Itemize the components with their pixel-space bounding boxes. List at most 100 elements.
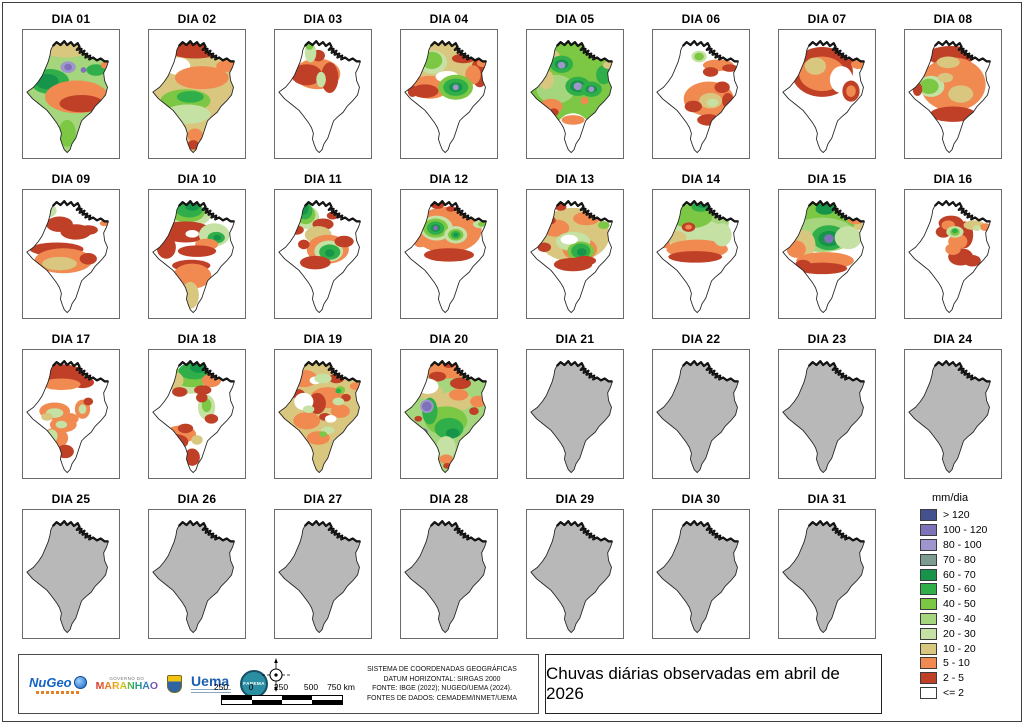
maranhao-map (404, 200, 487, 313)
uema-logo: Uema (191, 673, 232, 694)
maranhao-map (278, 520, 361, 633)
day-title: DIA 23 (807, 332, 847, 346)
day-cell: DIA 16 (890, 166, 1016, 326)
map-frame (904, 349, 1002, 479)
crs-line: FONTE: IBGE (2022); NUGEO/UEMA (2024). (372, 685, 512, 692)
legend-row: 10 - 20 (902, 641, 1014, 656)
day-cell: DIA 27 (260, 486, 386, 646)
map-frame (22, 29, 120, 159)
legend-row: <= 2 (902, 686, 1014, 701)
governo-label: GOVERNO DO (109, 675, 145, 681)
map-frame (148, 349, 246, 479)
day-cell: DIA 06 (638, 6, 764, 166)
legend-swatch (920, 686, 937, 699)
day-title: DIA 13 (555, 172, 595, 186)
day-title: DIA 24 (933, 332, 973, 346)
day-title: DIA 27 (303, 492, 343, 506)
legend-swatch (920, 657, 937, 670)
day-cell: DIA 23 (764, 326, 890, 486)
scalebar-label: 0 (248, 682, 254, 692)
legend-label: 100 - 120 (943, 524, 988, 537)
legend-row: 2 - 5 (902, 671, 1014, 686)
day-cell: DIA 10 (134, 166, 260, 326)
day-title: DIA 04 (429, 12, 469, 26)
maranhao-map (782, 40, 865, 153)
logos-row: NuGeo GOVERNO DO MARANHÃO Uema FAPEMA (29, 655, 269, 713)
maranhao-map (782, 360, 865, 473)
legend-row: 20 - 30 (902, 626, 1014, 641)
maranhao-map (530, 200, 613, 313)
day-title: DIA 19 (303, 332, 343, 346)
day-cell: DIA 02 (134, 6, 260, 166)
day-title: DIA 18 (177, 332, 217, 346)
day-cell: DIA 05 (512, 6, 638, 166)
crs-line: FONTES DE DADOS: CEMADEM/INMET/UEMA (366, 694, 518, 702)
maranhao-map (782, 520, 865, 633)
scalebar-segment (312, 700, 342, 704)
legend-swatch (920, 612, 937, 625)
map-title: Chuvas diárias observadas em abril de 20… (546, 664, 840, 703)
legend-label: 80 - 100 (943, 538, 982, 551)
day-cell: DIA 18 (134, 326, 260, 486)
map-frame (904, 29, 1002, 159)
fapema-logo-text: FAPEMA (243, 681, 265, 687)
day-cell: DIA 03 (260, 6, 386, 166)
day-title: DIA 21 (555, 332, 595, 346)
day-cell: DIA 20 (386, 326, 512, 486)
crest-icon (167, 675, 183, 693)
map-frame (904, 189, 1002, 319)
nugeo-logo: NuGeo (29, 675, 87, 694)
map-info-box: NuGeo GOVERNO DO MARANHÃO Uema FAPEMA 25… (18, 654, 539, 714)
map-frame (22, 349, 120, 479)
maranhao-map (26, 200, 109, 313)
maranhao-map (656, 520, 739, 633)
maranhao-map (278, 40, 361, 153)
legend-label: 50 - 60 (943, 583, 976, 596)
day-title: DIA 30 (681, 492, 721, 506)
scalebar-segment (222, 700, 252, 704)
map-frame (400, 509, 498, 639)
legend-label: 5 - 10 (943, 657, 970, 670)
scalebar-segment (252, 696, 282, 700)
legend-swatch (920, 672, 937, 685)
maranhao-map (908, 360, 991, 473)
day-title: DIA 03 (303, 12, 343, 26)
legend-label: 30 - 40 (943, 612, 976, 625)
map-frame (274, 509, 372, 639)
day-title: DIA 25 (51, 492, 91, 506)
legend-label: > 120 (943, 509, 970, 522)
map-frame (22, 189, 120, 319)
maranhao-logo-text: MARANHÃO (95, 680, 159, 692)
day-title: DIA 07 (807, 12, 847, 26)
map-frame (148, 189, 246, 319)
legend-label: 40 - 50 (943, 598, 976, 611)
legend-swatch (920, 538, 937, 551)
day-cell: DIA 09 (8, 166, 134, 326)
legend-swatch (920, 568, 937, 581)
maranhao-map (530, 520, 613, 633)
uema-logo-text: Uema (191, 673, 230, 689)
legend-row: 80 - 100 (902, 538, 1014, 553)
legend: mm/dia > 120 100 - 120 80 - 100 70 - 80 60 -… (902, 492, 1014, 700)
scalebar-label: 250 (273, 682, 289, 692)
day-title: DIA 26 (177, 492, 217, 506)
maranhao-map (152, 40, 235, 153)
map-frame (652, 349, 750, 479)
maranhao-map (152, 520, 235, 633)
day-cell: DIA 29 (512, 486, 638, 646)
uema-subtext-lines (191, 689, 232, 694)
day-cell: DIA 01 (8, 6, 134, 166)
day-title: DIA 11 (303, 172, 343, 186)
day-cell: DIA 13 (512, 166, 638, 326)
day-cell: DIA 22 (638, 326, 764, 486)
day-cell: DIA 24 (890, 326, 1016, 486)
map-frame (526, 29, 624, 159)
legend-swatch (920, 553, 937, 566)
maranhao-map (530, 360, 613, 473)
legend-swatch (920, 642, 937, 655)
maranhao-map (152, 360, 235, 473)
legend-label: <= 2 (943, 686, 965, 699)
day-title: DIA 02 (177, 12, 217, 26)
legend-row: 70 - 80 (902, 552, 1014, 567)
